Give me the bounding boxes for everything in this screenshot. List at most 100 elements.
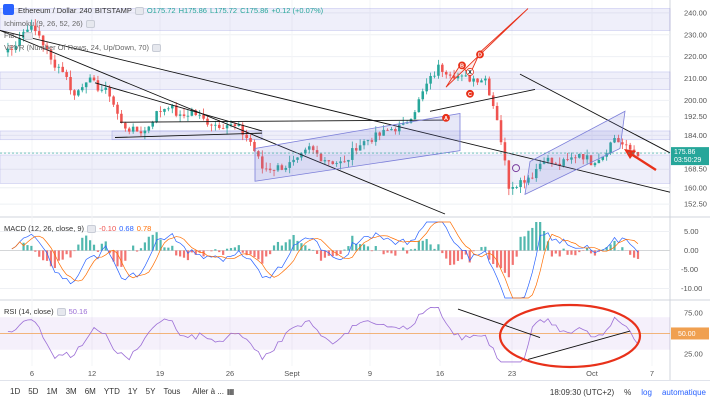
macd-histogram-bar (492, 250, 495, 265)
timeframe-1y[interactable]: 1Y (127, 387, 138, 396)
timeframe-5d[interactable]: 5D (28, 387, 39, 396)
chart-canvas[interactable]: 152.50160.00168.50176.00184.00192.50200.… (0, 0, 710, 380)
candle-body (394, 129, 397, 132)
timeframe-3m[interactable]: 3M (65, 387, 77, 396)
time-tick-label: 19 (156, 369, 164, 378)
macd-histogram-bar (257, 250, 260, 260)
macd-legend[interactable]: MACD (12, 26, close, 9) -0.10 0.68 0.78 (4, 224, 151, 233)
candle-body (378, 132, 381, 136)
candle-body (116, 104, 119, 114)
candle-body (386, 129, 389, 131)
macd-histogram-bar (214, 249, 217, 251)
candle-body (186, 115, 190, 117)
macd-histogram-bar (390, 250, 393, 254)
candle-body (585, 155, 589, 160)
timeframe-ytd[interactable]: YTD (103, 387, 120, 396)
fib-settings-button[interactable] (23, 31, 33, 40)
macd-histogram-bar (155, 232, 158, 251)
candle-body (370, 140, 374, 142)
fib-legend[interactable]: Fib... (4, 31, 33, 40)
macd-histogram-bar (609, 244, 612, 251)
timeframe-1m[interactable]: 1M (46, 387, 58, 396)
rsi-mid-tag (671, 327, 709, 340)
pattern-point-marker (466, 89, 474, 98)
ohlc-low: L175.72 (209, 6, 238, 15)
candle-body (429, 75, 432, 84)
macd-histogram-bar (460, 250, 463, 260)
candle-body (397, 124, 401, 132)
candle-body (609, 142, 612, 154)
macd-histogram-bar (515, 250, 518, 257)
candle-body (570, 157, 573, 160)
candle-body (515, 187, 518, 188)
time-tick-label: 16 (436, 369, 444, 378)
macd-histogram-bar (331, 250, 334, 257)
candle-body (519, 180, 522, 188)
candle-body (96, 80, 100, 91)
vpvr-legend[interactable]: VPVR (Number Of Rows, 24, Up/Down, 70) (4, 43, 162, 52)
macd-histogram-bar (496, 250, 499, 268)
rsi-legend[interactable]: RSI (14, close) 50.16 (4, 307, 87, 316)
macd-histogram-bar (374, 246, 377, 251)
macd-histogram-bar (249, 250, 252, 255)
log-toggle[interactable]: log (641, 387, 652, 397)
candle-body (139, 131, 143, 134)
ichimoku-legend[interactable]: Ichimoku (9, 26, 52, 26) (4, 19, 95, 28)
candle-body (351, 148, 354, 160)
candle-body (331, 161, 335, 165)
candle-body (339, 161, 342, 164)
candle-body (624, 144, 628, 146)
candle-body (163, 108, 166, 112)
macd-histogram-bar (386, 250, 389, 253)
candle-body (257, 151, 260, 157)
macd-histogram-bar (116, 250, 119, 267)
macd-histogram-bar (241, 250, 244, 253)
last-price-value: 175.86 (674, 149, 696, 156)
ichimoku-settings-button[interactable] (85, 19, 95, 28)
harmonic-pattern (445, 8, 529, 88)
candle-body (69, 76, 72, 91)
candle-body (628, 144, 632, 150)
macd-histogram-bar (621, 247, 624, 251)
candle-body (347, 159, 350, 162)
timeframe-5y[interactable]: 5Y (145, 387, 156, 396)
macd-histogram-bar (382, 250, 385, 255)
percent-toggle[interactable]: % (624, 387, 632, 397)
rsi-settings-button[interactable] (56, 307, 66, 316)
macd-histogram-bar (45, 250, 49, 261)
macd-histogram-bar (147, 236, 150, 251)
macd-signal-line (11, 221, 639, 299)
timeframe-all[interactable]: Tous (163, 387, 181, 396)
macd-histogram-bar (429, 244, 432, 251)
annotation-arrowhead (624, 149, 636, 159)
candle-body (6, 48, 10, 53)
goto-date-button[interactable]: Aller à ... ▦ (192, 387, 234, 396)
candle-body (104, 87, 108, 90)
symbol-settings-button[interactable] (134, 6, 144, 15)
macd-signal-value: 0.78 (136, 224, 152, 233)
candle-body (538, 163, 542, 170)
macd-settings-button[interactable] (87, 224, 97, 233)
auto-scale-toggle[interactable]: automatique (661, 387, 706, 397)
candle-body (636, 152, 640, 157)
candle-body (531, 177, 534, 179)
tradingview-logo-icon (3, 4, 14, 15)
macd-histogram-bar (370, 250, 373, 252)
macd-histogram-bar (519, 236, 522, 251)
ohlc-change: +0.12 (+0.07%) (271, 6, 324, 15)
candle-body (84, 82, 88, 88)
candle-body (22, 31, 25, 39)
timeframe-1d[interactable]: 1D (10, 387, 21, 396)
macd-histogram-bar (171, 245, 174, 251)
candle-body (225, 125, 229, 129)
candle-body (151, 122, 154, 127)
timeframe-6m[interactable]: 6M (84, 387, 96, 396)
macd-histogram-bar (499, 250, 503, 269)
candle-body (578, 154, 581, 158)
candle-body (354, 148, 358, 151)
price-tick-label: 200.00 (684, 96, 707, 105)
candle-body (558, 163, 562, 166)
candle-body (409, 119, 413, 123)
vpvr-settings-button[interactable] (152, 43, 162, 52)
